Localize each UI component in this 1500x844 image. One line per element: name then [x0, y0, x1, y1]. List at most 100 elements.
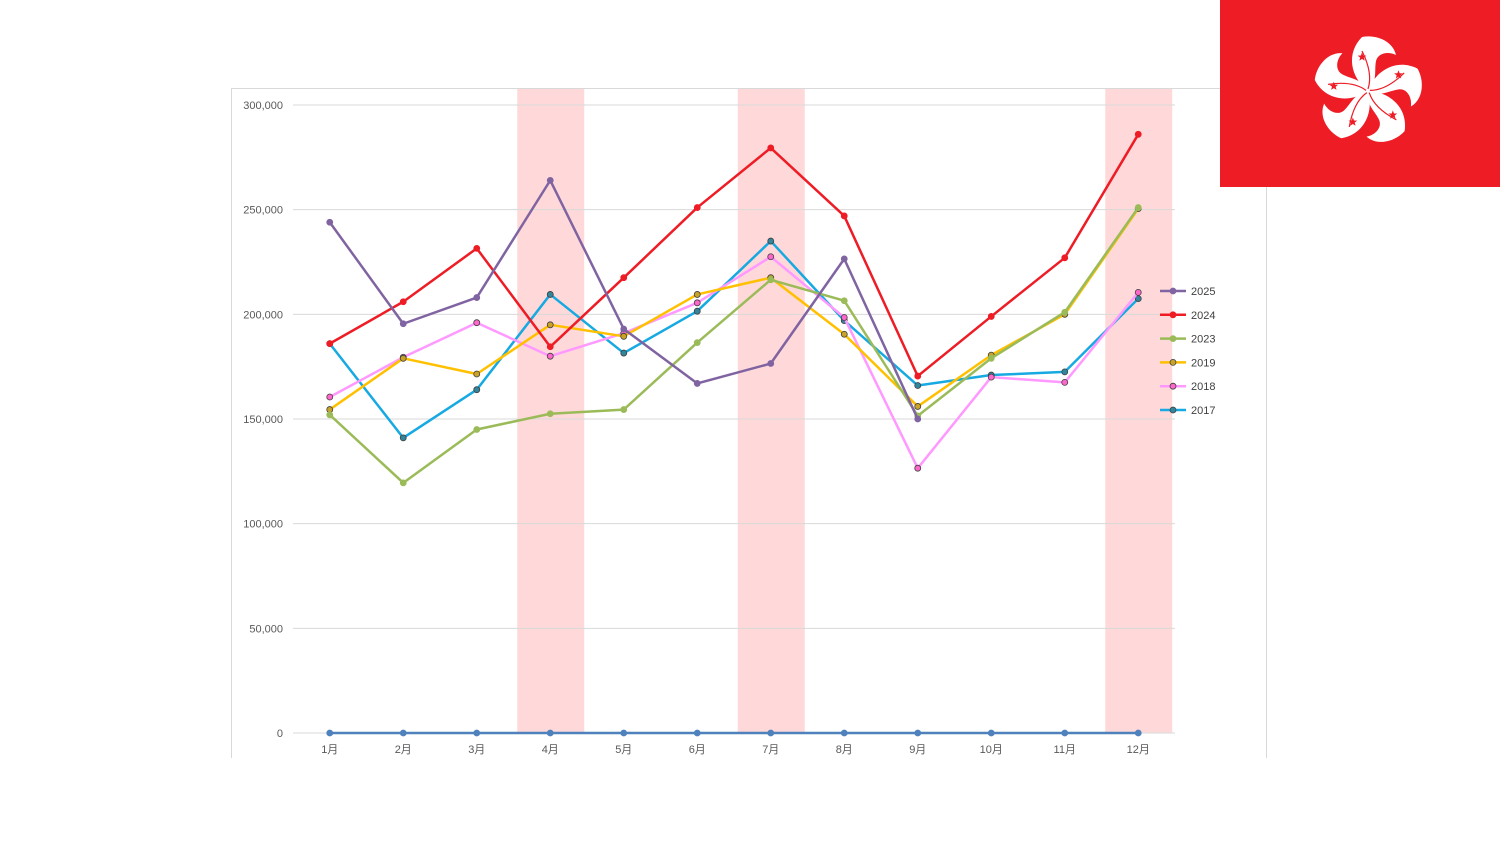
legend-item: 2019: [1160, 357, 1215, 369]
series-lines: [326, 130, 1142, 737]
x-tick-label: 2月: [395, 744, 412, 756]
data-point: [546, 352, 554, 360]
data-point: [693, 291, 701, 298]
data-point: [326, 729, 334, 737]
data-point: [620, 349, 628, 357]
legend-item: 2025: [1160, 286, 1215, 298]
series-line: [328, 239, 1140, 440]
data-point: [693, 204, 701, 211]
flag-petal: [1314, 53, 1368, 99]
data-point: [399, 298, 407, 306]
data-point: [914, 382, 922, 389]
data-point: [620, 274, 628, 282]
data-point: [620, 406, 628, 413]
data-point: [840, 314, 848, 321]
chart-area: 0 50,000 100,000 150,000 200,000 250,000 300,0…: [231, 88, 1267, 758]
y-axis-ticks: 0 50,000 100,000 150,000 200,000 250,000 300,0…: [243, 100, 283, 740]
data-point: [1061, 729, 1069, 737]
data-point: [693, 380, 701, 387]
data-point: [1134, 288, 1142, 296]
series-line: [329, 207, 1140, 411]
legend-item: 2024: [1160, 310, 1215, 322]
hong-kong-flag-icon: [1220, 0, 1500, 187]
series-2017: [326, 237, 1142, 442]
data-point: [326, 340, 334, 348]
series-line: [328, 179, 919, 420]
data-point: [767, 360, 775, 367]
flag-petal: [1368, 64, 1422, 107]
legend: 2025 2024 2023 2019 2018 2017: [1160, 286, 1215, 417]
x-tick-label: 12月: [1127, 744, 1150, 756]
data-point: [473, 244, 481, 252]
x-tick-label: 9月: [909, 744, 926, 756]
data-point: [473, 729, 481, 737]
data-point: [914, 464, 922, 472]
data-point: [399, 434, 407, 442]
data-point: [693, 729, 701, 737]
data-point: [767, 253, 775, 261]
x-tick-label: 7月: [762, 744, 779, 756]
data-point: [767, 729, 775, 737]
y-tick-label: 0: [277, 728, 283, 740]
legend-label: 2018: [1191, 381, 1215, 393]
data-point: [326, 393, 334, 401]
data-point: [473, 294, 481, 301]
data-point: [620, 729, 628, 737]
data-point: [987, 729, 995, 737]
data-point: [767, 237, 775, 245]
x-tick-label: 5月: [615, 744, 632, 756]
legend-marker: [1169, 406, 1177, 414]
data-point: [473, 426, 481, 433]
data-point: [399, 354, 407, 362]
series-line: [328, 206, 1140, 485]
legend-marker: [1169, 311, 1177, 319]
legend-marker: [1169, 287, 1177, 295]
data-point: [546, 729, 554, 737]
x-tick-label: 10月: [980, 744, 1003, 756]
series-2019: [326, 205, 1142, 413]
x-tick-label: 1月: [321, 744, 338, 756]
data-point: [473, 319, 481, 327]
series-line: [329, 133, 1140, 378]
data-point: [693, 339, 701, 346]
legend-label: 2025: [1191, 286, 1215, 298]
data-point: [693, 299, 701, 307]
legend-marker: [1169, 358, 1177, 366]
y-tick-label: 150,000: [243, 414, 283, 426]
data-point: [399, 479, 407, 487]
data-point: [840, 297, 848, 305]
data-point: [914, 415, 922, 423]
gridlines: [293, 104, 1175, 734]
legend-marker: [1169, 382, 1177, 390]
data-point: [620, 332, 628, 340]
data-point: [987, 354, 995, 362]
x-tick-label: 11月: [1054, 744, 1076, 756]
data-point: [1134, 130, 1142, 138]
x-axis-ticks: 1月 2月 3月 4月 5月 6月 7月 8月 9月 10月 11月 12月: [321, 744, 1150, 756]
data-point: [546, 176, 554, 184]
legend-label: 2023: [1191, 334, 1215, 346]
data-point: [914, 729, 922, 737]
legend-label: 2019: [1191, 357, 1215, 369]
series-2025: [326, 176, 922, 423]
data-point: [1134, 729, 1142, 737]
legend-item: 2023: [1160, 334, 1215, 346]
y-tick-label: 300,000: [243, 100, 283, 112]
y-tick-label: 250,000: [243, 205, 283, 217]
data-point: [546, 343, 554, 351]
data-point: [1061, 368, 1069, 376]
data-point: [693, 307, 701, 315]
flag-petal: [1351, 36, 1396, 91]
data-point: [326, 218, 334, 226]
legend-label: 2024: [1191, 310, 1215, 322]
data-point: [914, 372, 922, 380]
flag-petal: [1366, 91, 1406, 142]
data-point: [546, 291, 554, 298]
data-point: [987, 313, 995, 320]
y-tick-label: 50,000: [249, 623, 283, 635]
x-tick-label: 3月: [468, 744, 485, 756]
data-point: [1061, 254, 1069, 262]
data-point: [840, 212, 848, 220]
data-point: [840, 729, 848, 737]
data-point: [767, 276, 775, 284]
